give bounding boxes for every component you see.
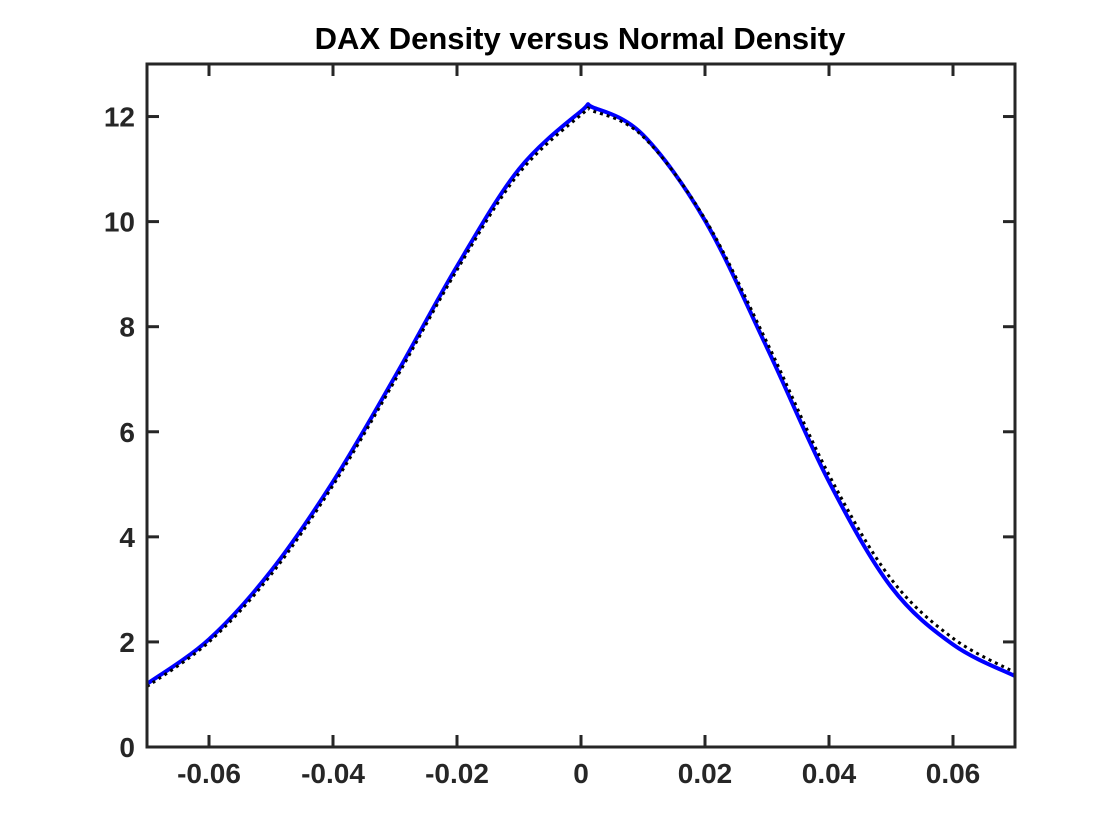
y-tick-label: 4 [119, 522, 135, 553]
series-line-1 [145, 102, 1016, 686]
y-tick-label: 2 [119, 627, 135, 658]
y-tick-label: 6 [119, 417, 135, 448]
y-tick-label: 0 [119, 732, 135, 763]
x-tick-label: 0 [573, 758, 589, 789]
y-tick-label: 10 [104, 207, 135, 238]
y-tick-label: 12 [104, 102, 135, 133]
axes-box [145, 62, 1017, 749]
x-tick-label: -0.06 [177, 758, 241, 789]
y-tick-label: 8 [119, 312, 135, 343]
series-layer [145, 102, 1016, 688]
x-tick-label: 0.06 [926, 758, 981, 789]
x-tick-label: 0.02 [678, 758, 733, 789]
series-line-2 [146, 106, 1016, 688]
x-tick-label: 0.04 [802, 758, 857, 789]
x-tick-label: -0.04 [301, 758, 365, 789]
chart-title: DAX Density versus Normal Density [315, 21, 846, 56]
x-tick-label: -0.02 [425, 758, 489, 789]
ticks-layer: -0.06 -0.04 -0.02 0 0.02 0.04 0.06 0 2 4 6 8 10 12 [104, 64, 1015, 789]
